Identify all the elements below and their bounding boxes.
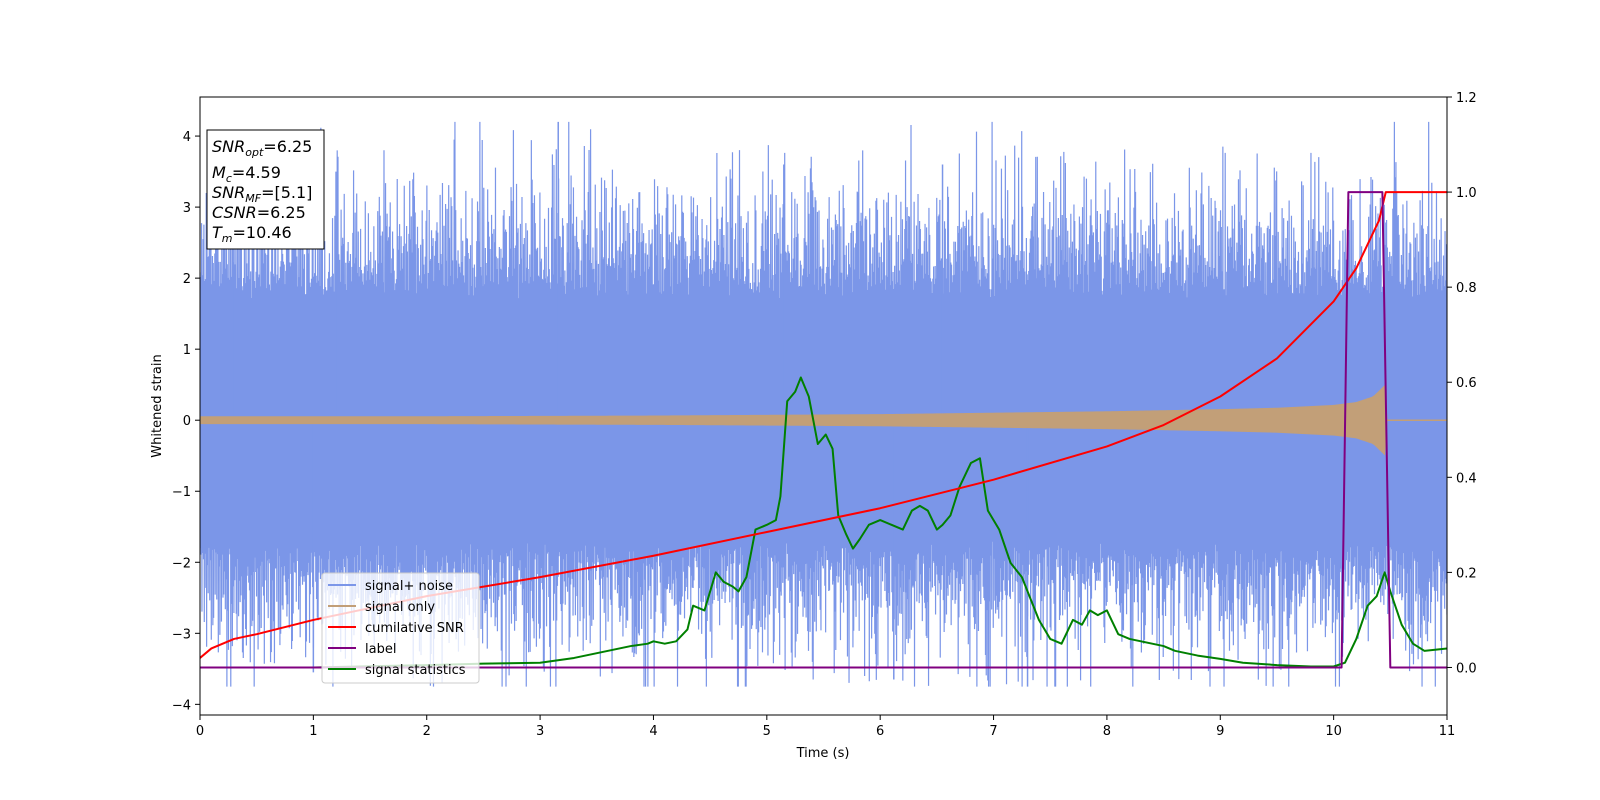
y-tick-label-left: −3 <box>172 627 191 642</box>
y-axis-label-left: Whitened strain <box>150 354 165 457</box>
x-tick-label: 6 <box>876 724 884 739</box>
annotation-line-csnr: CSNR=6.25 <box>212 203 306 222</box>
legend-label-label: label <box>365 642 396 657</box>
y-tick-label-left: 4 <box>183 130 191 145</box>
series-signal-noise-spikes <box>233 121 1029 687</box>
x-tick-label: 1 <box>309 724 317 739</box>
x-tick-label: 5 <box>763 724 771 739</box>
x-tick-label: 8 <box>1103 724 1111 739</box>
series-cumulative-snr <box>200 191 1447 659</box>
y-tick-label-left: −4 <box>172 698 191 713</box>
annotation-line-snr-opt: SNRopt=6.25 <box>212 137 312 159</box>
x-tick-label: 9 <box>1216 724 1224 739</box>
plot-series-layer <box>200 121 1447 687</box>
axis-ticks: 0 1 2 3 4 5 6 7 8 9 10 11 −4 −3 −2 −1 0 1 2 3 4 0.0 0.2 0.4 0.6 0… <box>172 91 1477 739</box>
y-tick-label-right: 0.0 <box>1456 661 1477 676</box>
series-label <box>200 191 1447 669</box>
x-tick-label: 10 <box>1325 724 1342 739</box>
x-tick-label: 2 <box>423 724 431 739</box>
x-tick-label: 7 <box>989 724 997 739</box>
y-tick-label-left: 1 <box>183 343 191 358</box>
y-tick-label-right: 0.4 <box>1456 471 1477 486</box>
x-axis-label: Time (s) <box>796 746 850 761</box>
y-tick-label-right: 0.8 <box>1456 281 1477 296</box>
x-tick-label: 3 <box>536 724 544 739</box>
x-tick-label: 4 <box>649 724 657 739</box>
series-signal-statistics <box>200 376 1447 669</box>
y-tick-label-left: 2 <box>183 272 191 287</box>
legend-label-signal-noise: signal+ noise <box>365 579 453 594</box>
annotation-line-tm: Tm=10.46 <box>212 223 292 245</box>
y-tick-label-right: 1.2 <box>1456 91 1477 106</box>
y-tick-label-left: 3 <box>183 201 191 216</box>
y-tick-label-right: 0.6 <box>1456 376 1477 391</box>
legend-label-signal-statistics: signal statistics <box>365 663 466 678</box>
legend: signal+ noise signal only cumilative SNR… <box>321 572 480 684</box>
x-tick-label: 0 <box>196 724 204 739</box>
y-tick-label-left: −1 <box>172 485 191 500</box>
annotation-line-snr-mf: SNRMF=[5.1] <box>212 183 312 205</box>
stats-annotation-box: SNRopt=6.25 Mc=4.59 SNRMF=[5.1] CSNR=6.2… <box>206 129 325 250</box>
legend-label-cumulative-snr: cumilative SNR <box>365 621 464 636</box>
annotation-line-mc: Mc=4.59 <box>212 163 281 185</box>
y-tick-label-right: 0.2 <box>1456 566 1477 581</box>
x-tick-label: 11 <box>1439 724 1456 739</box>
plot-frame <box>199 96 1448 716</box>
legend-frame <box>321 572 480 684</box>
series-signal-noise <box>200 121 1447 687</box>
y-tick-label-left: −2 <box>172 556 191 571</box>
y-tick-label-right: 1.0 <box>1456 186 1477 201</box>
y-tick-label-left: 0 <box>183 414 191 429</box>
legend-label-signal-only: signal only <box>365 600 435 615</box>
